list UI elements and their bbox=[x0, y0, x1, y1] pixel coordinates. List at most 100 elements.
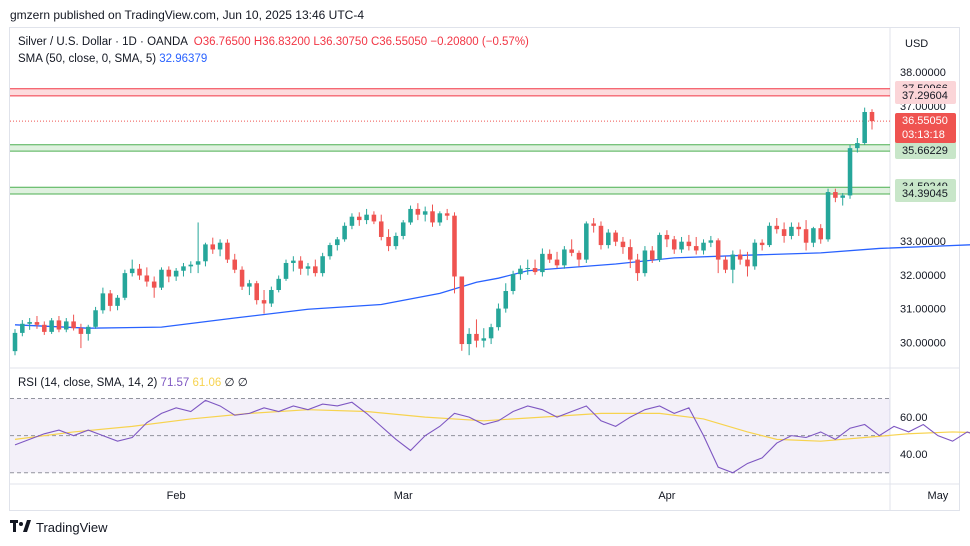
candle-body bbox=[532, 268, 538, 273]
candle bbox=[657, 232, 662, 262]
rsi-line bbox=[14, 399, 970, 474]
candle-body bbox=[210, 244, 216, 250]
candle-body bbox=[796, 226, 802, 230]
candle-body bbox=[576, 252, 582, 260]
candle bbox=[569, 239, 574, 257]
candle-body bbox=[737, 254, 743, 260]
candle-body bbox=[657, 234, 662, 260]
candle bbox=[408, 205, 413, 225]
candle-body bbox=[833, 192, 838, 198]
candle bbox=[525, 259, 531, 275]
sma-polyline bbox=[14, 244, 970, 329]
candle bbox=[628, 239, 633, 269]
candle-body bbox=[335, 239, 340, 246]
currency-selector[interactable]: USD bbox=[905, 38, 929, 50]
candle bbox=[855, 138, 860, 153]
candle bbox=[869, 109, 875, 130]
candle-body bbox=[129, 268, 135, 274]
candle bbox=[437, 211, 443, 226]
candle-body bbox=[540, 253, 545, 273]
candle bbox=[715, 238, 721, 274]
candle bbox=[708, 235, 714, 248]
y-tick-label: 33.00000 bbox=[900, 236, 946, 248]
candle bbox=[173, 268, 179, 281]
rsi-lines bbox=[14, 399, 970, 474]
candle bbox=[532, 259, 538, 275]
candle bbox=[356, 212, 362, 226]
footer-brand[interactable]: TradingView bbox=[10, 520, 108, 535]
candle-body bbox=[584, 223, 589, 260]
rsi-tick-label: 60.00 bbox=[900, 412, 928, 424]
candlesticks bbox=[12, 107, 875, 356]
candle-body bbox=[752, 242, 758, 267]
axes: FebMarAprMayJun30.0000031.0000032.000003… bbox=[167, 67, 949, 502]
candle-body bbox=[723, 259, 728, 270]
x-tick-label: Feb bbox=[167, 490, 186, 502]
support-band bbox=[10, 187, 890, 195]
candle-body bbox=[349, 216, 355, 226]
rsi-background bbox=[10, 398, 890, 474]
candle-body bbox=[27, 322, 32, 324]
candle bbox=[335, 236, 340, 251]
sma-label: SMA (50, close, 0, SMA, 5) bbox=[18, 53, 157, 65]
candle-body bbox=[811, 228, 816, 243]
candle-body bbox=[444, 213, 450, 216]
candle-body bbox=[122, 273, 128, 298]
chart-frame[interactable] bbox=[9, 27, 960, 511]
sma-line bbox=[14, 244, 970, 329]
candle bbox=[745, 251, 750, 277]
candle-body bbox=[85, 326, 91, 334]
x-tick-label: May bbox=[928, 490, 949, 502]
candle bbox=[12, 329, 18, 356]
candle bbox=[232, 253, 238, 274]
candle bbox=[137, 263, 142, 280]
candle bbox=[210, 237, 216, 254]
candle-body bbox=[173, 270, 179, 277]
candle bbox=[693, 236, 699, 255]
candle bbox=[225, 239, 230, 263]
candle-body bbox=[195, 261, 201, 265]
candle bbox=[188, 261, 194, 274]
candle-body bbox=[239, 269, 245, 287]
ohlc-legend[interactable]: Silver / U.S. Dollar · 1D · OANDA O36.76… bbox=[18, 36, 529, 48]
candle-body bbox=[730, 254, 736, 270]
rsi-band-fill bbox=[10, 398, 890, 473]
candle bbox=[203, 242, 208, 267]
y-tick-label: 31.00000 bbox=[900, 304, 946, 316]
candle-body bbox=[664, 234, 670, 240]
candle-body bbox=[298, 260, 303, 269]
rsi-legend[interactable]: RSI (14, close, SMA, 14, 2) 71.57 61.06 … bbox=[18, 375, 248, 389]
candle bbox=[811, 226, 816, 248]
candle-body bbox=[378, 221, 384, 237]
sma-legend[interactable]: SMA (50, close, 0, SMA, 5) 32.96379 bbox=[18, 53, 207, 65]
candle-body bbox=[569, 249, 574, 253]
candle bbox=[415, 203, 421, 221]
candle-body bbox=[313, 266, 318, 274]
candle-body bbox=[49, 320, 54, 332]
candle-body bbox=[261, 300, 267, 304]
candle-body bbox=[327, 245, 333, 257]
candle-body bbox=[459, 276, 465, 345]
candle bbox=[20, 320, 25, 337]
rsi-tick-label: 40.00 bbox=[900, 449, 928, 461]
candle bbox=[767, 222, 772, 248]
symbol-name[interactable]: Silver / U.S. Dollar · 1D · OANDA bbox=[18, 36, 188, 48]
candle bbox=[825, 188, 831, 242]
candle-body bbox=[203, 244, 208, 262]
candle-body bbox=[649, 250, 655, 260]
candle bbox=[159, 267, 164, 290]
candle-body bbox=[151, 281, 157, 288]
candle bbox=[166, 266, 172, 283]
candle bbox=[42, 321, 47, 335]
candle-body bbox=[474, 333, 479, 341]
candle bbox=[576, 250, 582, 267]
candle-body bbox=[159, 269, 164, 288]
candle-body bbox=[620, 241, 626, 248]
candle bbox=[847, 144, 853, 199]
candle-body bbox=[496, 308, 501, 328]
candle-body bbox=[708, 240, 714, 243]
candle-body bbox=[291, 260, 296, 263]
candle bbox=[313, 259, 318, 277]
candle bbox=[510, 270, 516, 295]
